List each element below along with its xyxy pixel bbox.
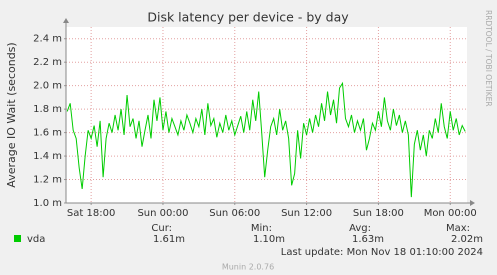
stat-value: 2.02m xyxy=(451,234,483,245)
legend-swatch xyxy=(14,235,21,242)
watermark: RRDTOOL / TOBI OETIKER xyxy=(484,10,493,107)
y-tick-label: 2.0 m xyxy=(33,81,62,92)
y-tick-label: 1.0 m xyxy=(33,198,62,209)
y-tick-label: 1.6 m xyxy=(33,128,62,139)
x-tick-label: Sat 18:00 xyxy=(67,208,115,219)
stat-header: Cur: xyxy=(151,223,172,234)
stat-value: 1.63m xyxy=(352,234,384,245)
data-line xyxy=(66,81,466,198)
x-tick-label: Sun 12:00 xyxy=(281,208,332,219)
x-tick-label: Sun 18:00 xyxy=(353,208,404,219)
plot-area xyxy=(66,27,467,203)
y-axis-arrow xyxy=(63,18,69,23)
y-tick-label: 1.4 m xyxy=(33,151,62,162)
x-tick-label: Mon 00:00 xyxy=(424,208,477,219)
y-tick-label: 2.2 m xyxy=(33,57,62,68)
x-tick-label: Sun 00:00 xyxy=(137,208,188,219)
legend-label: vda xyxy=(27,234,45,245)
stat-value: 1.10m xyxy=(253,234,285,245)
y-tick-label: 2.4 m xyxy=(33,34,62,45)
x-axis-arrow xyxy=(470,200,475,206)
footer: Munin 2.0.76 xyxy=(222,263,274,272)
stat-header: Avg: xyxy=(349,223,371,234)
x-tick-label: Sun 06:00 xyxy=(209,208,260,219)
y-tick-label: 1.2 m xyxy=(33,175,62,186)
y-axis-label: Average IO Wait (seconds) xyxy=(5,42,18,187)
stat-header: Min: xyxy=(251,223,272,234)
last-update: Last update: Mon Nov 18 01:10:00 2024 xyxy=(281,247,483,258)
y-tick-label: 1.8 m xyxy=(33,104,62,115)
stat-header: Max: xyxy=(446,223,470,234)
stat-value: 1.61m xyxy=(153,234,185,245)
chart-title: Disk latency per device - by day xyxy=(147,10,349,25)
